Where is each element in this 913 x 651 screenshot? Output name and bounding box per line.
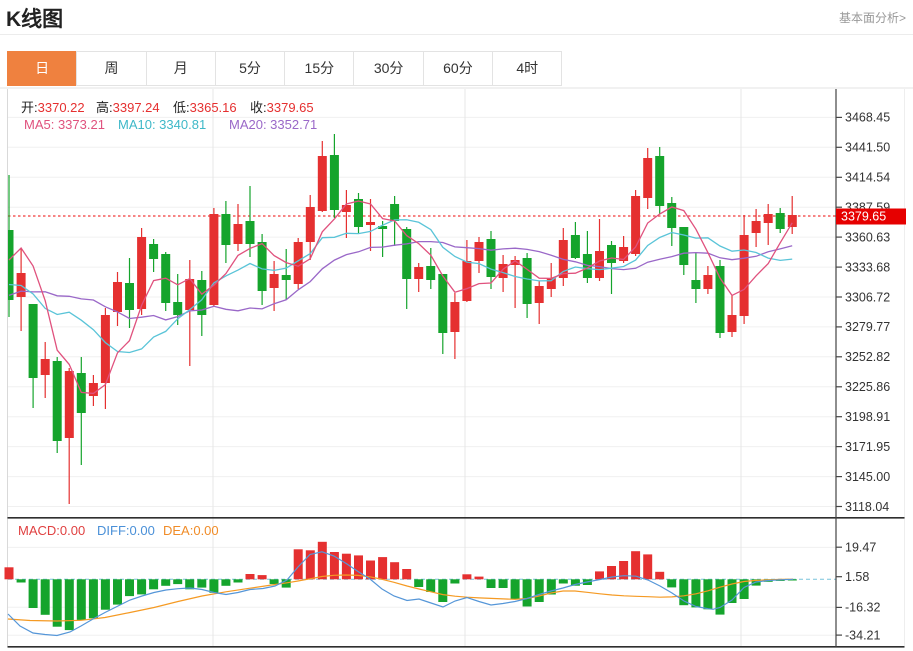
svg-text:3225.86: 3225.86 bbox=[845, 380, 890, 394]
svg-text:3333.68: 3333.68 bbox=[845, 260, 890, 274]
svg-text:19.47: 19.47 bbox=[845, 541, 876, 555]
svg-text:3118.04: 3118.04 bbox=[845, 500, 889, 514]
svg-text:3252.82: 3252.82 bbox=[845, 350, 890, 364]
svg-text:-16.32: -16.32 bbox=[845, 601, 880, 615]
svg-text:1.58: 1.58 bbox=[845, 570, 869, 584]
svg-text:-34.21: -34.21 bbox=[845, 628, 880, 642]
svg-text:3379.65: 3379.65 bbox=[841, 210, 886, 224]
svg-text:3306.72: 3306.72 bbox=[845, 290, 890, 304]
svg-text:3468.45: 3468.45 bbox=[845, 111, 890, 125]
svg-text:3360.63: 3360.63 bbox=[845, 230, 890, 244]
svg-text:3198.91: 3198.91 bbox=[845, 410, 890, 424]
svg-text:3171.95: 3171.95 bbox=[845, 440, 890, 454]
svg-text:3414.54: 3414.54 bbox=[845, 171, 890, 185]
svg-text:3145.00: 3145.00 bbox=[845, 470, 890, 484]
svg-text:3441.50: 3441.50 bbox=[845, 141, 890, 155]
svg-text:3279.77: 3279.77 bbox=[845, 320, 890, 334]
